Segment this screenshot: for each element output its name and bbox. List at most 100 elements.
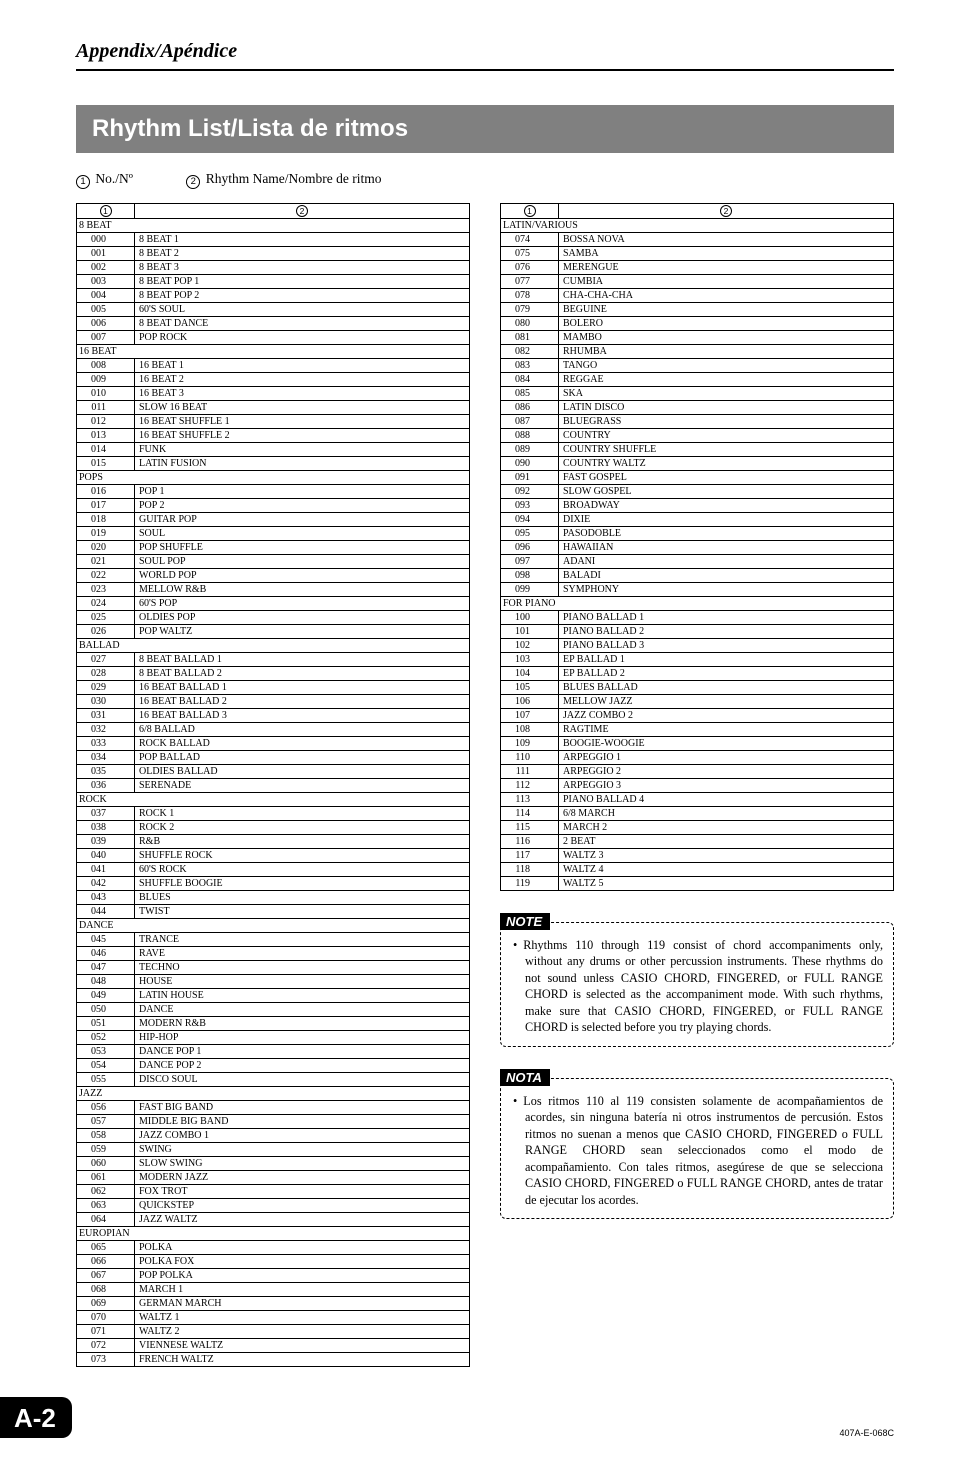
table-row: 0326/8 BALLAD	[77, 723, 470, 737]
table-row: 070WALTZ 1	[77, 1311, 470, 1325]
category-cell: LATIN/VARIOUS	[501, 219, 894, 233]
table-row: 072VIENNESE WALTZ	[77, 1339, 470, 1353]
rhythm-number: 108	[501, 723, 559, 737]
rhythm-name: R&B	[135, 835, 470, 849]
rhythm-name: ADANI	[559, 555, 894, 569]
rhythm-number: 057	[77, 1115, 135, 1129]
rhythm-name: 2 BEAT	[559, 835, 894, 849]
rhythm-name: PIANO BALLAD 1	[559, 611, 894, 625]
rhythm-name: WORLD POP	[135, 569, 470, 583]
rhythm-name: ROCK 1	[135, 807, 470, 821]
rhythm-name: JAZZ COMBO 1	[135, 1129, 470, 1143]
rhythm-number: 101	[501, 625, 559, 639]
legend-col1: 1 No./Nº	[76, 171, 133, 189]
rhythm-number: 072	[77, 1339, 135, 1353]
rhythm-number: 033	[77, 737, 135, 751]
rhythm-name: ROCK 2	[135, 821, 470, 835]
rhythm-number: 118	[501, 863, 559, 877]
rhythm-name: SLOW GOSPEL	[559, 485, 894, 499]
rhythm-name: BROADWAY	[559, 499, 894, 513]
rhythm-number: 062	[77, 1185, 135, 1199]
table-row: 055DISCO SOUL	[77, 1073, 470, 1087]
table-row: 073FRENCH WALTZ	[77, 1353, 470, 1367]
rhythm-number: 009	[77, 373, 135, 387]
rhythm-name: 6/8 MARCH	[559, 807, 894, 821]
rhythm-name: SLOW SWING	[135, 1157, 470, 1171]
table-row: 03116 BEAT BALLAD 3	[77, 709, 470, 723]
rhythm-number: 039	[77, 835, 135, 849]
table-row: 056FAST BIG BAND	[77, 1101, 470, 1115]
category-cell: ROCK	[77, 793, 470, 807]
table-row: 1146/8 MARCH	[501, 807, 894, 821]
table-row: BALLAD	[77, 639, 470, 653]
table-row: 018GUITAR POP	[77, 513, 470, 527]
table-row: 021SOUL POP	[77, 555, 470, 569]
rhythm-name: REGGAE	[559, 373, 894, 387]
rhythm-number: 083	[501, 359, 559, 373]
rhythm-name: POP WALTZ	[135, 625, 470, 639]
circled-two-icon: 2	[296, 205, 308, 217]
rhythm-name: COUNTRY SHUFFLE	[559, 443, 894, 457]
rhythm-name: JAZZ WALTZ	[135, 1213, 470, 1227]
table-row: 087BLUEGRASS	[501, 415, 894, 429]
right-head-1: 1	[501, 204, 559, 219]
legend-col2: 2 Rhythm Name/Nombre de ritmo	[186, 171, 381, 189]
table-row: 069GERMAN MARCH	[77, 1297, 470, 1311]
rhythm-number: 020	[77, 541, 135, 555]
rhythm-number: 065	[77, 1241, 135, 1255]
table-row: 099SYMPHONY	[501, 583, 894, 597]
table-row: 016POP 1	[77, 485, 470, 499]
rhythm-name: COUNTRY	[559, 429, 894, 443]
left-head-2: 2	[135, 204, 470, 219]
rhythm-number: 051	[77, 1017, 135, 1031]
table-row: 037ROCK 1	[77, 807, 470, 821]
rhythm-number: 076	[501, 261, 559, 275]
rhythm-name: WALTZ 4	[559, 863, 894, 877]
table-row: 089COUNTRY SHUFFLE	[501, 443, 894, 457]
rhythm-name: 8 BEAT POP 2	[135, 289, 470, 303]
rhythm-number: 058	[77, 1129, 135, 1143]
rhythm-number: 111	[501, 765, 559, 779]
rhythm-name: WALTZ 5	[559, 877, 894, 891]
table-row: 058JAZZ COMBO 1	[77, 1129, 470, 1143]
page-number-tab: A-2	[0, 1397, 72, 1438]
page-root: Appendix/Apéndice Rhythm List/Lista de r…	[0, 0, 954, 1478]
table-row: 019SOUL	[77, 527, 470, 541]
note-label: NOTE	[500, 913, 550, 930]
rhythm-table-right: 1 2 LATIN/VARIOUS074BOSSA NOVA075SAMBA07…	[500, 203, 894, 891]
table-row: 0288 BEAT BALLAD 2	[77, 667, 470, 681]
rhythm-name: RAGTIME	[559, 723, 894, 737]
nota-label: NOTA	[500, 1069, 550, 1086]
rhythm-name: 16 BEAT BALLAD 3	[135, 709, 470, 723]
category-cell: 16 BEAT	[77, 345, 470, 359]
rhythm-name: LATIN HOUSE	[135, 989, 470, 1003]
rhythm-number: 032	[77, 723, 135, 737]
rhythm-number: 025	[77, 611, 135, 625]
rhythm-name: SOUL	[135, 527, 470, 541]
rhythm-name: 60'S SOUL	[135, 303, 470, 317]
rhythm-number: 008	[77, 359, 135, 373]
rhythm-name: 6/8 BALLAD	[135, 723, 470, 737]
rhythm-name: 60'S ROCK	[135, 863, 470, 877]
rhythm-name: MARCH 2	[559, 821, 894, 835]
rhythm-name: 16 BEAT SHUFFLE 2	[135, 429, 470, 443]
footer-code: 407A-E-068C	[839, 1428, 894, 1438]
rhythm-name: MODERN JAZZ	[135, 1171, 470, 1185]
rhythm-number: 071	[77, 1325, 135, 1339]
category-cell: EUROPIAN	[77, 1227, 470, 1241]
rhythm-name: BOSSA NOVA	[559, 233, 894, 247]
running-head: Appendix/Apéndice	[76, 40, 894, 71]
rhythm-number: 088	[501, 429, 559, 443]
table-row: 01216 BEAT SHUFFLE 1	[77, 415, 470, 429]
table-row: 086LATIN DISCO	[501, 401, 894, 415]
rhythm-name: 8 BEAT BALLAD 1	[135, 653, 470, 667]
nota-text: Los ritmos 110 al 119 consisten solament…	[525, 1093, 883, 1208]
rhythm-name: TANGO	[559, 359, 894, 373]
table-row: 082RHUMBA	[501, 345, 894, 359]
rhythm-name: ROCK BALLAD	[135, 737, 470, 751]
rhythm-number: 002	[77, 261, 135, 275]
table-row: 011SLOW 16 BEAT	[77, 401, 470, 415]
rhythm-number: 035	[77, 765, 135, 779]
rhythm-name: PIANO BALLAD 3	[559, 639, 894, 653]
table-row: 015LATIN FUSION	[77, 457, 470, 471]
